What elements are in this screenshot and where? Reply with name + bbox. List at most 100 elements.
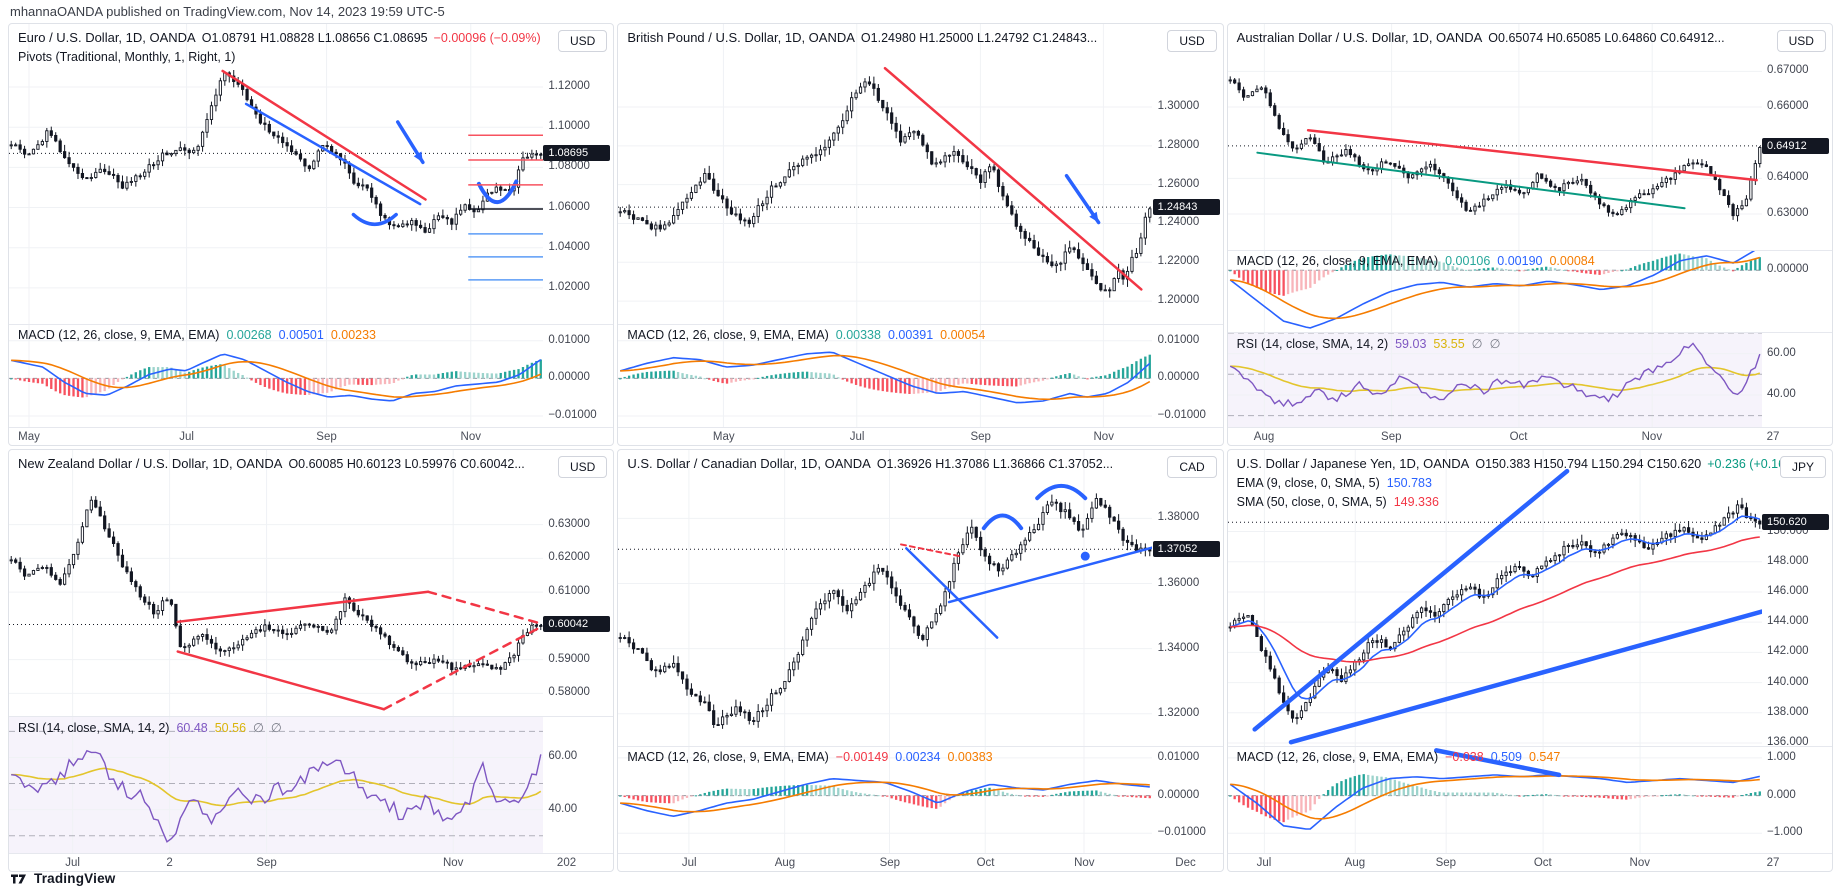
audusd-currency-badge[interactable]: USD xyxy=(1776,30,1826,52)
chart-panel-usdcad: 1.38000 1.36000 1.34000 1.32000 1.37052 U.S. … xyxy=(617,449,1224,872)
eurusd-price-plot[interactable] xyxy=(9,24,543,324)
audusd-time-label: Nov xyxy=(1641,431,1663,443)
usdcad-macd-header: MACD (12, 26, close, 9, EMA, EMA) −0.0014… xyxy=(627,750,999,764)
eurusd-symbol-header: Euro / U.S. Dollar, 1D, OANDA O1.08791 H1… xyxy=(18,28,541,67)
eurusd-macd-scale-label: −0.01000 xyxy=(548,408,597,421)
eurusd-overlay-indicator-label[interactable]: Pivots (Traditional, Monthly, 1, Right, … xyxy=(18,50,236,64)
usdcad-time-axis[interactable]: Jul Aug Sep Oct Nov Dec xyxy=(618,853,1223,871)
gbpusd-macd-scale[interactable]: 0.01000 0.00000 −0.01000 xyxy=(1151,325,1223,427)
gbpusd-macd-value: 0.00338 xyxy=(835,328,881,342)
usdjpy-currency-badge[interactable]: JPY xyxy=(1779,456,1826,478)
audusd-price-scale[interactable]: 0.67000 0.66000 0.64000 0.63000 0.64912 xyxy=(1760,24,1832,250)
nzdusd-time-label: 2 xyxy=(166,857,173,869)
usdjpy-overlay-indicator-label[interactable]: EMA (9, close, 0, SMA, 5) xyxy=(1236,476,1380,490)
usdjpy-macd-plot[interactable] xyxy=(1227,747,1762,854)
gbpusd-ohlc-values: O1.24980 H1.25000 L1.24792 C1.24843... xyxy=(860,31,1098,45)
audusd-price-pane: 0.67000 0.66000 0.64000 0.63000 0.64912 Austr… xyxy=(1227,24,1832,250)
nzdusd-rsi-label[interactable]: RSI (14, close, SMA, 14, 2) xyxy=(18,721,170,735)
nzdusd-time-axis[interactable]: Jul 2 Sep Nov 202 xyxy=(9,853,614,871)
usdjpy-time-axis[interactable]: Jul Aug Sep Oct Nov 27 xyxy=(1227,853,1832,871)
audusd-price-scale-label: 0.66000 xyxy=(1766,100,1809,113)
nzdusd-time-label: Nov xyxy=(442,857,464,869)
usdcad-macd-scale-label: −0.01000 xyxy=(1157,826,1206,839)
eurusd-price-pane: 1.12000 1.10000 1.08000 1.06000 1.04000 1.020… xyxy=(9,24,613,324)
usdcad-price-scale[interactable]: 1.38000 1.36000 1.34000 1.32000 1.37052 xyxy=(1151,450,1223,746)
nzdusd-rsi-value: ∅ xyxy=(270,721,282,735)
gbpusd-macd-label[interactable]: MACD (12, 26, close, 9, EMA, EMA) xyxy=(627,328,829,342)
eurusd-currency-badge[interactable]: USD xyxy=(557,30,608,52)
gbpusd-symbol-title[interactable]: British Pound / U.S. Dollar, 1D, OANDA xyxy=(627,30,855,45)
usdcad-last-price-badge: 1.37052 xyxy=(1152,541,1220,558)
gbpusd-macd-plot[interactable] xyxy=(618,325,1153,428)
usdjpy-symbol-title[interactable]: U.S. Dollar / Japanese Yen, 1D, OANDA xyxy=(1236,456,1470,471)
eurusd-macd-label[interactable]: MACD (12, 26, close, 9, EMA, EMA) xyxy=(18,328,220,342)
nzdusd-rsi-pane: 60.00 40.00 RSI (14, close, SMA, 14, 2) 60.… xyxy=(9,716,614,854)
audusd-rsi-label[interactable]: RSI (14, close, SMA, 14, 2) xyxy=(1236,337,1389,351)
usdjpy-macd-value: 0.509 xyxy=(1490,750,1522,764)
usdcad-macd-value: −0.00149 xyxy=(835,750,889,764)
usdjpy-change-value: +0.236 (+0.16%) xyxy=(1707,457,1801,471)
nzdusd-rsi-header: RSI (14, close, SMA, 14, 2) 60.48 50.56 ∅ ∅ xyxy=(18,720,289,735)
usdjpy-macd-value: 0.547 xyxy=(1528,750,1561,764)
eurusd-time-label: May xyxy=(18,431,40,443)
nzdusd-symbol-header: New Zealand Dollar / U.S. Dollar, 1D, OA… xyxy=(18,454,525,474)
usdcad-macd-scale[interactable]: 0.01000 0.00000 −0.01000 xyxy=(1151,747,1223,853)
usdjpy-macd-scale-label: 1.000 xyxy=(1766,750,1796,763)
usdcad-time-label: Aug xyxy=(774,857,796,869)
eurusd-symbol-title[interactable]: Euro / U.S. Dollar, 1D, OANDA xyxy=(18,30,196,45)
usdcad-currency-badge[interactable]: CAD xyxy=(1167,456,1217,478)
nzdusd-rsi-scale[interactable]: 60.00 40.00 xyxy=(541,717,613,853)
usdcad-macd-label[interactable]: MACD (12, 26, close, 9, EMA, EMA) xyxy=(627,750,829,764)
nzdusd-rsi-plot[interactable] xyxy=(9,717,543,854)
usdcad-price-plot[interactable] xyxy=(618,450,1153,746)
tradingview-logo-icon[interactable] xyxy=(10,871,29,886)
audusd-time-axis[interactable]: Aug Sep Oct Nov 27 xyxy=(1227,427,1832,445)
audusd-rsi-value: 53.55 xyxy=(1433,337,1465,351)
footer: TradingView xyxy=(10,871,115,886)
tradingview-brand[interactable]: TradingView xyxy=(34,871,116,886)
usdjpy-macd-pane: 1.000 0.000 −1.000 MACD (12, 26, close, 9, … xyxy=(1227,746,1832,854)
eurusd-price-scale[interactable]: 1.12000 1.10000 1.08000 1.06000 1.04000 1.020… xyxy=(541,24,613,324)
gbpusd-macd-scale-label: −0.01000 xyxy=(1157,408,1206,421)
gbpusd-price-scale-label: 1.28000 xyxy=(1157,138,1200,151)
usdcad-symbol-title[interactable]: U.S. Dollar / Canadian Dollar, 1D, OANDA xyxy=(627,456,871,471)
usdjpy-price-plot[interactable] xyxy=(1227,450,1762,746)
audusd-macd-header: MACD (12, 26, close, 9, EMA, EMA) 0.00106… xyxy=(1237,254,1602,268)
usdjpy-macd-label[interactable]: MACD (12, 26, close, 9, EMA, EMA) xyxy=(1236,750,1439,764)
audusd-macd-scale[interactable]: 0.00000 xyxy=(1760,251,1832,332)
audusd-rsi-scale[interactable]: 60.00 40.00 xyxy=(1760,333,1832,427)
nzdusd-rsi-value: ∅ xyxy=(253,721,264,735)
audusd-symbol-title[interactable]: Australian Dollar / U.S. Dollar, 1D, OAN… xyxy=(1236,30,1483,45)
nzdusd-price-plot[interactable] xyxy=(9,450,543,716)
gbpusd-currency-badge[interactable]: USD xyxy=(1167,30,1217,52)
chart-grid: 1.12000 1.10000 1.08000 1.06000 1.04000 1.020… xyxy=(8,23,1833,872)
gbpusd-price-scale-label: 1.20000 xyxy=(1157,294,1200,307)
nzdusd-currency-badge[interactable]: USD xyxy=(557,456,608,478)
usdjpy-time-label: Aug xyxy=(1344,857,1366,869)
gbpusd-time-label: May xyxy=(712,431,735,443)
usdjpy-macd-scale[interactable]: 1.000 0.000 −1.000 xyxy=(1760,747,1832,853)
gbpusd-macd-value: 0.00054 xyxy=(940,328,986,342)
audusd-macd-plot[interactable] xyxy=(1227,251,1762,333)
usdjpy-price-scale[interactable]: 150.000 148.000 146.000 144.000 142.000 140.0… xyxy=(1760,450,1832,748)
audusd-macd-label[interactable]: MACD (12, 26, close, 9, EMA, EMA) xyxy=(1236,254,1439,268)
audusd-rsi-plot[interactable] xyxy=(1227,333,1762,428)
nzdusd-price-scale-label: 0.61000 xyxy=(548,585,590,598)
usdcad-time-label: Nov xyxy=(1074,857,1095,869)
gbpusd-time-axis[interactable]: May Jul Sep Nov xyxy=(618,427,1223,445)
usdjpy-overlay-indicator-label[interactable]: SMA (50, close, 0, SMA, 5) xyxy=(1236,495,1387,509)
nzdusd-price-scale[interactable]: 0.63000 0.62000 0.61000 0.59000 0.58000 0.600… xyxy=(541,450,613,716)
audusd-price-plot[interactable] xyxy=(1227,24,1762,250)
gbpusd-price-scale[interactable]: 1.30000 1.28000 1.26000 1.24000 1.22000 1.200… xyxy=(1151,24,1223,324)
usdjpy-overlay-indicator-value: 149.336 xyxy=(1393,495,1439,509)
eurusd-macd-value: 0.00233 xyxy=(330,328,377,342)
usdcad-macd-plot[interactable] xyxy=(618,747,1153,854)
eurusd-time-axis[interactable]: May Jul Sep Nov xyxy=(9,427,614,445)
gbpusd-price-plot[interactable] xyxy=(618,24,1153,324)
nzdusd-symbol-title[interactable]: New Zealand Dollar / U.S. Dollar, 1D, OA… xyxy=(18,456,283,471)
eurusd-macd-scale[interactable]: 0.01000 0.00000 −0.01000 xyxy=(541,325,613,427)
eurusd-price-scale-label: 1.08000 xyxy=(548,160,590,173)
eurusd-macd-plot[interactable] xyxy=(9,325,543,428)
nzdusd-rsi-scale-label: 60.00 xyxy=(548,750,578,763)
audusd-rsi-value: 59.03 xyxy=(1395,337,1427,351)
